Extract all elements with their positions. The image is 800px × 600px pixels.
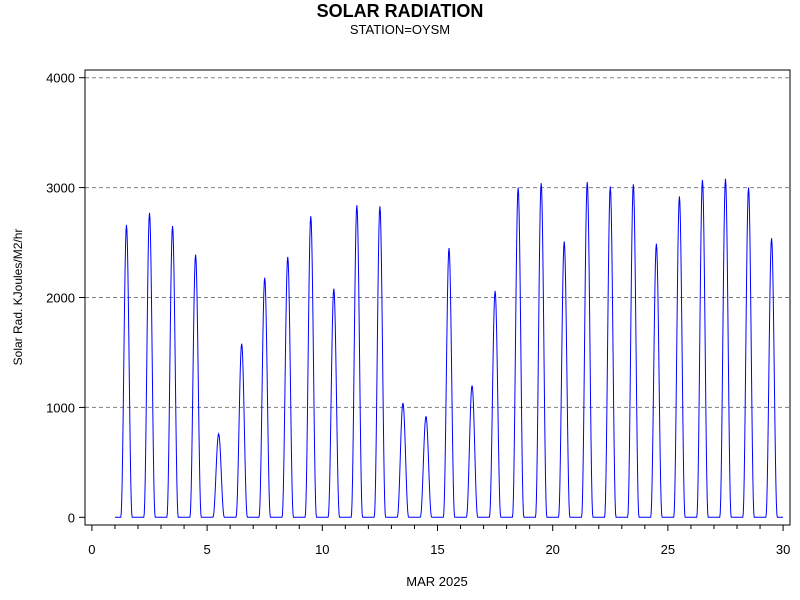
y-axis: 0 1000 2000 3000 4000	[46, 71, 85, 525]
chart-subtitle: STATION=OYSM	[349, 22, 451, 37]
x-tick-label: 0	[88, 542, 95, 557]
y-tick-label: 2000	[46, 291, 75, 306]
x-axis: 0 5 10 15 20 25 30	[88, 525, 790, 557]
grid-lines	[85, 77, 790, 408]
x-tick-label: 15	[430, 542, 444, 557]
x-tick-label: 30	[776, 542, 790, 557]
y-tick-label: 4000	[46, 71, 75, 86]
chart-title: SOLAR RADIATION	[316, 1, 484, 21]
x-tick-label: 25	[661, 542, 675, 557]
y-tick-label: 1000	[46, 400, 75, 415]
x-tick-label: 10	[315, 542, 329, 557]
x-tick-label: 5	[203, 542, 210, 557]
y-tick-label: 3000	[46, 181, 75, 196]
y-tick-label: 0	[68, 510, 75, 525]
series-line	[114, 178, 784, 518]
y-axis-label: Solar Rad. KJoules/M2/hr	[11, 229, 25, 366]
x-tick-label: 20	[545, 542, 559, 557]
x-axis-label: MAR 2025	[406, 574, 467, 589]
